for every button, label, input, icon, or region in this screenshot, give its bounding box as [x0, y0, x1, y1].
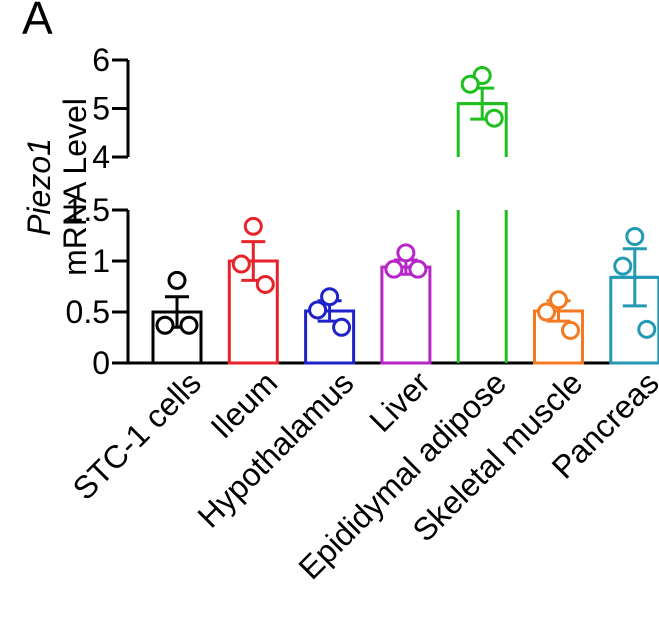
bar-group: [456, 66, 508, 363]
y-axis-title: Piezo1 mRNA Level: [21, 98, 93, 276]
data-point: [396, 243, 416, 263]
bar: [380, 265, 432, 365]
data-point: [625, 227, 645, 247]
y-tick-label: 5: [92, 91, 110, 127]
y-axis-title-measure: mRNA Level: [57, 98, 93, 276]
bar-group: [227, 216, 279, 365]
data-point: [637, 319, 657, 339]
bar-group: [304, 287, 356, 365]
data-point: [167, 270, 187, 290]
data-point: [179, 315, 199, 335]
y-axis-title-gene: Piezo1: [21, 138, 57, 236]
data-point: [408, 259, 428, 279]
x-tick-label: STC-1 cells: [66, 364, 208, 506]
data-point: [613, 256, 633, 276]
y-tick-label: 0: [92, 345, 110, 381]
bar-series: [151, 66, 659, 365]
data-point: [243, 216, 263, 236]
bar: [609, 275, 659, 365]
data-point: [231, 254, 251, 274]
data-point: [320, 287, 340, 307]
data-point: [255, 274, 275, 294]
data-point: [460, 74, 480, 94]
data-point: [332, 317, 352, 337]
y-tick-label: 1.5: [66, 192, 110, 228]
bar-group: [533, 290, 584, 365]
data-point: [561, 320, 580, 340]
y-tick-label: 1: [92, 243, 110, 279]
data-point: [484, 108, 504, 128]
data-point: [384, 259, 404, 279]
data-point: [549, 290, 568, 310]
y-tick-label: 0.5: [66, 294, 110, 330]
y-tick-label: 6: [92, 42, 110, 78]
y-tick-label: 4: [92, 139, 110, 175]
bar-group: [380, 243, 432, 365]
data-point: [155, 315, 175, 335]
data-point: [537, 302, 556, 322]
bar-group: [151, 270, 203, 365]
data-point: [308, 300, 328, 320]
bar-group: [609, 227, 659, 365]
panel-label: A: [22, 0, 53, 44]
